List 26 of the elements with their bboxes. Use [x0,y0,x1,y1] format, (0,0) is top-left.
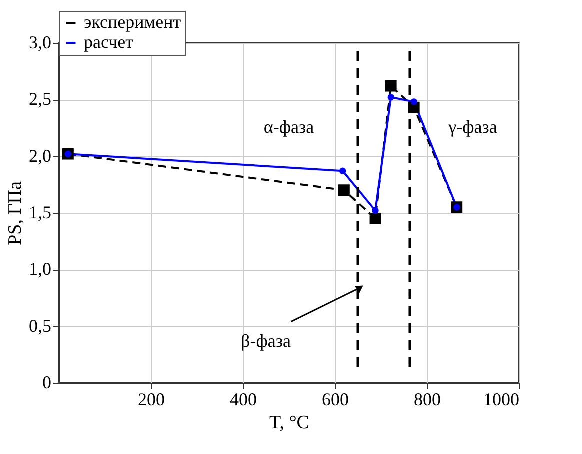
annotation: α-фаза [264,117,314,137]
x-tick-label: 600 [322,390,349,410]
y-tick-label: 2,0 [29,146,52,166]
point [410,98,418,106]
y-tick-label: 1,5 [29,202,52,222]
point [385,80,397,92]
x-tick-label: 400 [230,390,257,410]
y-tick-label: 0,5 [29,316,52,336]
legend-label: расчет [84,32,134,52]
point [372,207,379,214]
point [339,168,346,174]
y-tick-label: 2,5 [29,89,52,110]
x-tick-label: 1000 [484,390,520,410]
point [338,184,350,196]
point [388,94,394,101]
y-tick-label: 1,0 [29,259,52,280]
y-axis-title: PS, ГПа [5,181,26,246]
annotation: β-фаза [241,331,291,352]
y-tick-label: 0 [42,372,52,392]
x-tick-label: 800 [414,390,441,410]
y-tick-label: 3,0 [29,32,52,52]
annotation: γ-фаза [448,117,498,137]
point [370,212,382,224]
x-axis-title: T, °C [270,412,310,434]
x-tick-label: 200 [138,390,165,410]
legend-label: эксперимент [84,12,182,32]
